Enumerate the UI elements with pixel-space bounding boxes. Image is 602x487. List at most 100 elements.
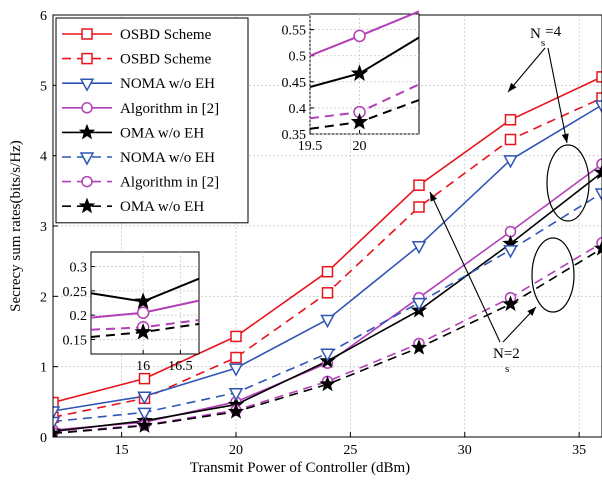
legend: OSBD Scheme OSBD Scheme NOMA w/o EH Algorit… <box>55 17 249 224</box>
x-tick-label: 30 <box>458 443 472 458</box>
y-tick-label: 3 <box>40 220 47 235</box>
x-tick-label: 25 <box>343 443 357 458</box>
legend-marker <box>79 152 95 166</box>
data-point <box>321 287 334 299</box>
legend-label: Algorithm in [2] <box>120 101 219 117</box>
data-point <box>593 239 602 256</box>
x-axis-label: Transmit Power of Controller (dBm) <box>190 460 410 476</box>
annotation-ns2: N=2 s <box>493 346 520 375</box>
arrow-ns2-right-head <box>527 307 536 316</box>
inset-data-point <box>134 292 152 309</box>
data-point <box>228 387 244 402</box>
annotations: Ns=4 N=2 s <box>429 24 590 375</box>
data-point <box>53 416 61 431</box>
data-point <box>413 201 425 213</box>
data-point <box>138 372 151 385</box>
data-point <box>596 92 602 104</box>
inset-x-tick-label: 20 <box>353 139 367 154</box>
x-tick-label: 20 <box>229 443 243 458</box>
inset-y-tick-label: 0.15 <box>63 333 88 348</box>
legend-label: OSBD Scheme <box>120 52 212 68</box>
legend-label: OMA w/o EH <box>120 125 204 141</box>
y-tick-label: 6 <box>40 9 47 24</box>
data-point <box>596 71 602 83</box>
inset-y-tick-label: 0.2 <box>70 309 88 324</box>
legend-marker <box>81 28 93 40</box>
legend-box <box>55 17 249 224</box>
data-point <box>137 391 152 405</box>
data-point <box>230 351 242 364</box>
data-point <box>228 363 244 377</box>
inset-y-tick-label: 0.55 <box>282 24 307 39</box>
inset-data-point <box>350 112 369 130</box>
annotation-ns4: Ns=4 <box>530 24 562 49</box>
data-point <box>504 133 517 146</box>
data-point <box>411 240 427 255</box>
insets: 19.5 20 0.35 0.4 0.45 0.5 0.55 16 16.5 0.15 0.2 0.2… <box>63 10 420 374</box>
y-tick-label: 1 <box>40 361 47 376</box>
data-point <box>53 406 61 420</box>
inset-x-tick-label: 19.5 <box>298 139 323 154</box>
inset-data-point <box>134 322 152 340</box>
data-point <box>502 295 519 312</box>
inset-y-tick-label: 0.45 <box>282 76 307 91</box>
y-tick-label: 4 <box>40 150 47 165</box>
arrow-ns4-left-head <box>508 82 517 92</box>
inset-x-tick-label: 16 <box>136 359 150 374</box>
data-point <box>320 348 335 362</box>
inset-y-tick-label: 0.25 <box>63 285 88 300</box>
inset-x-tick-label: 16.5 <box>168 359 193 374</box>
data-point <box>413 179 425 191</box>
annotation-arrows <box>429 47 569 343</box>
legend-label: NOMA w/o EH <box>120 76 215 92</box>
axis-ticks: 15 20 25 30 35 0 1 2 3 4 5 6 <box>40 9 586 458</box>
arrow-ns4-right <box>547 47 568 144</box>
inset-y-tick-label: 0.4 <box>289 102 307 117</box>
data-point <box>503 155 518 169</box>
data-point <box>321 265 334 278</box>
legend-label: OMA w/o EH <box>120 199 204 215</box>
data-point <box>593 163 602 180</box>
data-point <box>230 330 242 343</box>
inset-left: 16 16.5 0.15 0.2 0.25 0.3 <box>63 251 200 374</box>
data-point <box>227 403 245 419</box>
data-point <box>411 297 427 312</box>
data-point <box>319 375 336 392</box>
inset-y-tick-label: 0.5 <box>289 50 307 65</box>
arrow-ns2-left-head <box>430 192 437 202</box>
y-tick-label: 2 <box>40 290 47 305</box>
data-point <box>594 188 602 202</box>
legend-marker <box>81 102 93 114</box>
y-tick-label: 0 <box>40 431 47 446</box>
inset-top: 19.5 20 0.35 0.4 0.45 0.5 0.55 <box>282 10 420 154</box>
data-point <box>410 339 428 355</box>
data-point <box>137 407 152 421</box>
inset-data-point <box>353 29 366 43</box>
ellipse-ns2 <box>531 237 575 313</box>
arrow-ns2-left <box>429 191 501 343</box>
data-point <box>136 417 153 433</box>
data-point <box>53 396 59 409</box>
legend-marker <box>81 175 93 188</box>
legend-marker <box>78 123 96 140</box>
legend-marker <box>78 197 96 214</box>
x-tick-label: 15 <box>115 443 129 458</box>
x-tick-label: 35 <box>572 443 586 458</box>
inset-data-point <box>350 64 369 81</box>
series-markers <box>53 71 602 437</box>
ellipse-ns4 <box>546 144 590 222</box>
data-point <box>504 114 517 126</box>
y-tick-label: 5 <box>40 79 47 94</box>
legend-marker <box>81 52 93 65</box>
legend-marker <box>79 78 95 92</box>
legend-label: Algorithm in [2] <box>120 175 219 191</box>
inset-y-tick-label: 0.3 <box>70 261 88 276</box>
data-point <box>594 100 602 114</box>
arrow-ns4-right-head <box>561 133 569 143</box>
arrow-ns4-left <box>507 47 546 93</box>
data-point <box>503 245 518 259</box>
data-point <box>53 424 62 437</box>
inset-data-point <box>136 306 150 319</box>
data-point <box>320 314 335 329</box>
